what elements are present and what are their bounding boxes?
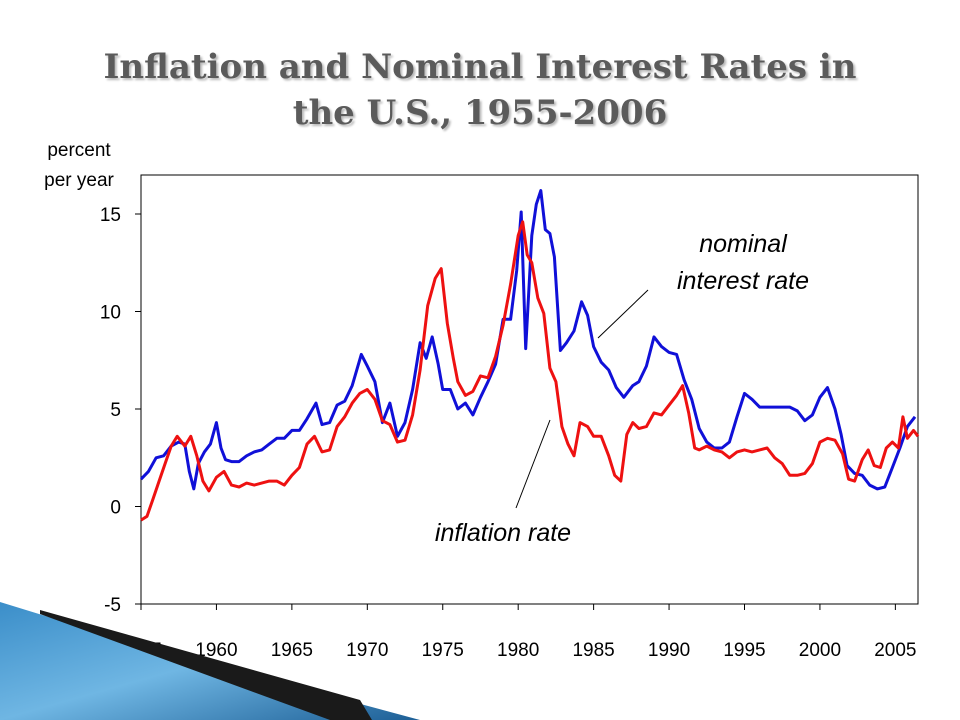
x-tick-label: 1980 <box>497 640 539 661</box>
y-tick-label: -5 <box>104 595 121 616</box>
x-tick-label: 2005 <box>874 640 916 661</box>
slide-decoration <box>0 602 420 720</box>
x-tick-label: 2000 <box>799 640 841 661</box>
y-axis-unit-line-2: per year <box>44 170 114 191</box>
x-tick-label: 1985 <box>572 640 614 661</box>
x-tick-label: 1975 <box>422 640 464 661</box>
nominal-interest-rate-label-line: interest rate <box>677 267 809 295</box>
slide-title-line-1: Inflation and Nominal Interest Rates in <box>103 47 857 87</box>
slide-title-line-2: the U.S., 1955-2006 <box>292 93 668 133</box>
y-tick-label: 0 <box>110 498 121 519</box>
y-tick-label: 10 <box>100 303 121 324</box>
inflation-rate-label: inflation rate <box>435 519 571 547</box>
inflation-rate-leader-line <box>515 419 551 509</box>
x-tick-label: 1960 <box>195 640 237 661</box>
decoration-dark-stripe <box>40 610 372 720</box>
x-tick-label: 1990 <box>648 640 690 661</box>
nominal-interest-rate-leader-line <box>597 289 649 339</box>
slide-title: Inflation and Nominal Interest Rates in … <box>0 44 960 136</box>
decoration-blue-wedge <box>0 602 420 720</box>
y-axis-unit-label: percent per year <box>26 136 132 196</box>
plot-area-frame <box>140 174 919 605</box>
nominal-interest-rate-label-line: nominal <box>699 230 788 258</box>
x-tick-label: 1995 <box>723 640 765 661</box>
y-tick-label: 15 <box>100 205 121 226</box>
series-line-inflation-rate <box>140 220 920 522</box>
x-tick-label: 1965 <box>271 640 313 661</box>
x-tick-label: 1970 <box>346 640 388 661</box>
y-axis-unit-line-1: percent <box>47 140 111 161</box>
y-tick-label: 5 <box>110 400 121 421</box>
series-line-nominal-interest-rate <box>139 189 917 491</box>
